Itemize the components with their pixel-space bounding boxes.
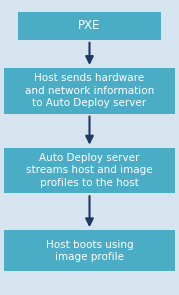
FancyBboxPatch shape	[4, 148, 175, 193]
Text: Auto Deploy server
streams host and image
profiles to the host: Auto Deploy server streams host and imag…	[26, 153, 153, 188]
FancyBboxPatch shape	[4, 230, 175, 271]
Text: Host boots using
image profile: Host boots using image profile	[46, 240, 133, 262]
Text: Host sends hardware
and network information
to Auto Deploy server: Host sends hardware and network informat…	[25, 73, 154, 108]
Text: PXE: PXE	[78, 19, 101, 32]
FancyBboxPatch shape	[18, 12, 161, 40]
FancyBboxPatch shape	[4, 68, 175, 114]
